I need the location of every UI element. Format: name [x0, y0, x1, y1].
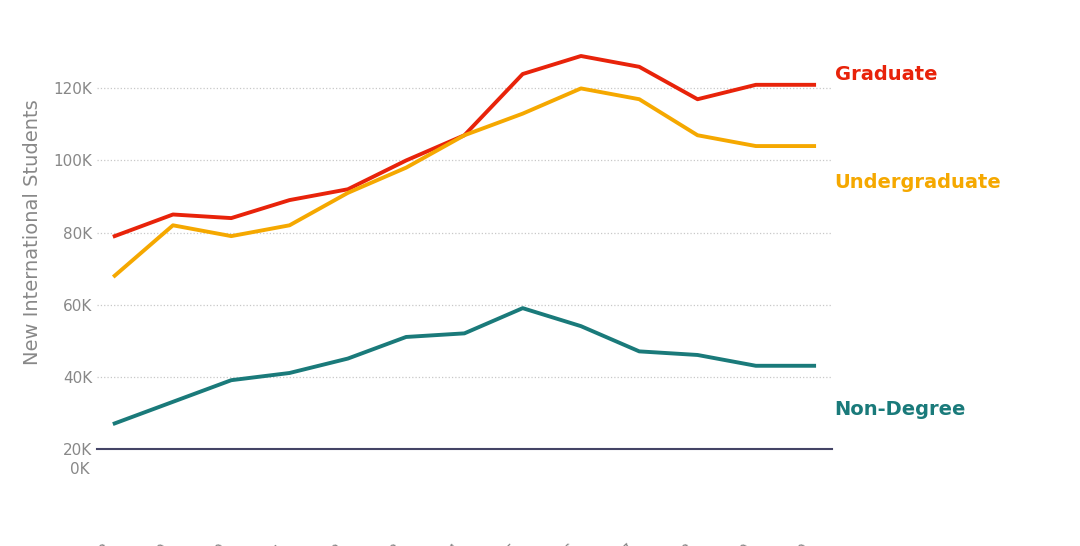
- Text: 0K: 0K: [70, 461, 90, 477]
- Text: Undergraduate: Undergraduate: [835, 173, 1001, 192]
- Y-axis label: New International Students: New International Students: [24, 99, 42, 365]
- Text: Non-Degree: Non-Degree: [835, 400, 966, 418]
- Text: Graduate: Graduate: [835, 64, 937, 84]
